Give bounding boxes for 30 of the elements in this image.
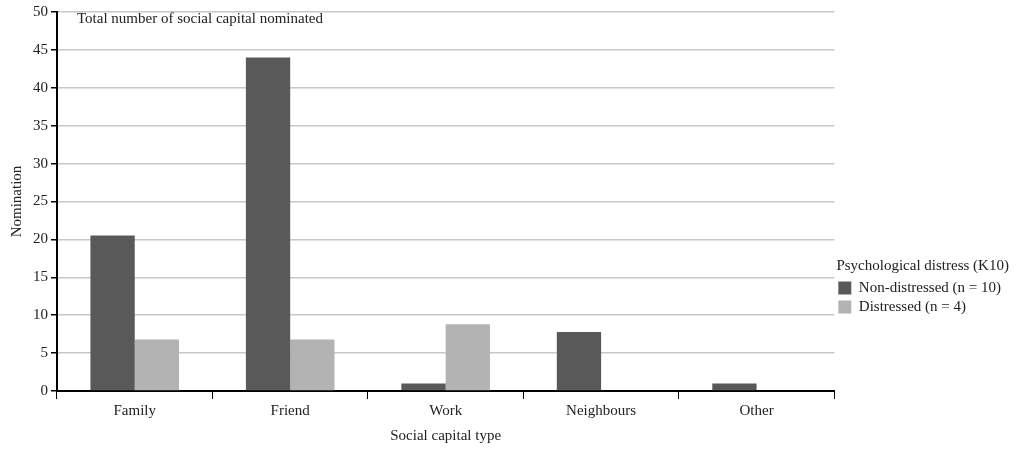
x-tick-label: Work xyxy=(429,401,463,418)
y-tick-label: 40 xyxy=(33,78,48,95)
y-tick-label: 0 xyxy=(40,381,48,398)
bar xyxy=(134,339,180,391)
y-tick-label: 5 xyxy=(40,344,48,361)
y-tick-label: 10 xyxy=(33,306,48,323)
x-tick-label: Other xyxy=(739,401,774,418)
x-tick-label: Neighbours xyxy=(566,401,637,418)
y-tick-label: 25 xyxy=(33,192,48,209)
x-tick-label: Family xyxy=(113,401,157,418)
y-tick-label: 15 xyxy=(33,268,48,285)
bar xyxy=(401,383,446,391)
x-axis-title: Social capital type xyxy=(390,426,502,443)
x-tick-label: Friend xyxy=(270,401,311,418)
bar xyxy=(245,57,291,391)
bar xyxy=(712,383,757,391)
chart-title: Total number of social capital nominated xyxy=(77,9,324,26)
y-tick-label: 45 xyxy=(33,40,48,57)
bar xyxy=(556,331,602,391)
legend-label: Distressed (n = 4) xyxy=(858,297,967,315)
y-tick-label: 20 xyxy=(33,230,48,247)
y-tick-label: 50 xyxy=(33,2,48,19)
y-axis-title: Nomination xyxy=(7,165,24,238)
bar xyxy=(90,235,135,391)
bar xyxy=(290,339,335,391)
legend-label: Non-distressed (n = 10) xyxy=(858,278,1001,296)
bar xyxy=(445,324,490,391)
legend-title: Psychological distress (K10) xyxy=(836,256,1009,274)
y-tick-label: 30 xyxy=(33,154,48,171)
y-tick-label: 35 xyxy=(33,116,48,133)
